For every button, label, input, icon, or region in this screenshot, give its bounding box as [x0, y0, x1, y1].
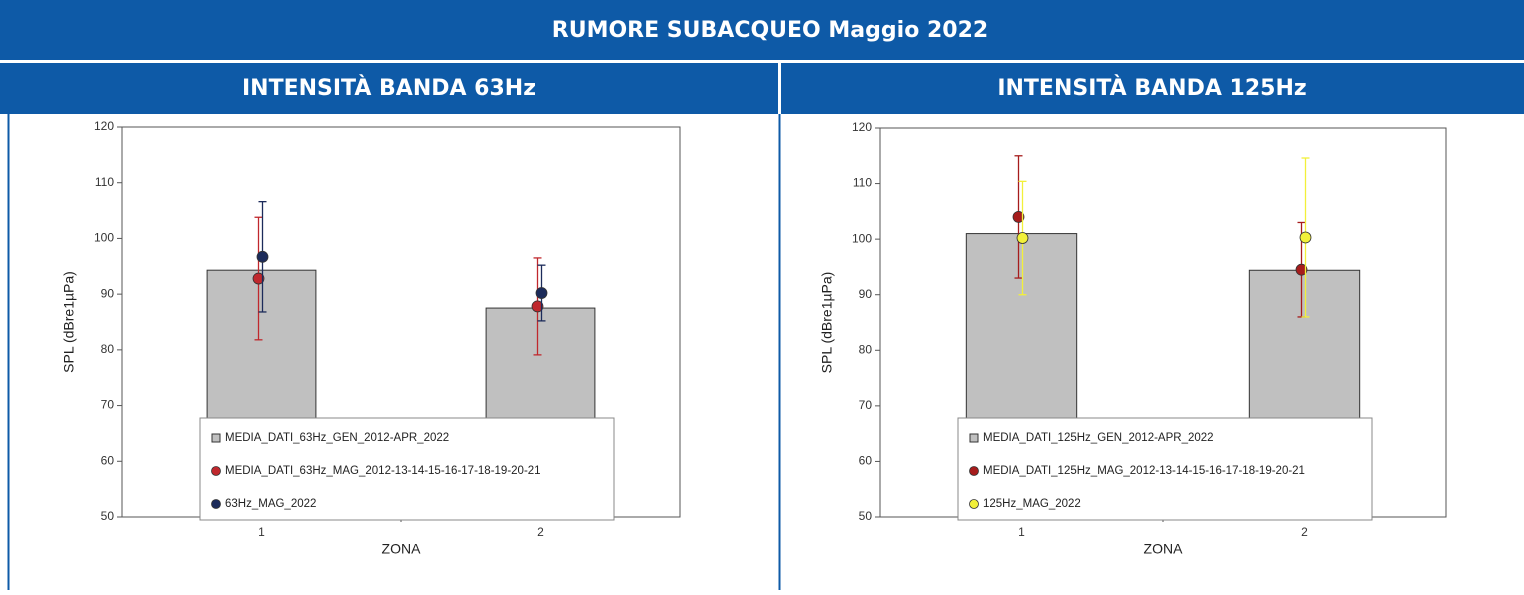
y-tick-label: 100 [852, 231, 872, 245]
y-tick-label: 100 [94, 231, 114, 245]
panel-header [0, 63, 778, 114]
point [535, 287, 548, 299]
y-tick-label: 60 [101, 453, 115, 467]
y-tick-label: 50 [101, 509, 115, 523]
legend-swatch [969, 466, 979, 476]
y-tick-label: 90 [859, 287, 873, 301]
point [256, 250, 269, 263]
y-tick-label: 110 [853, 176, 872, 190]
page-title: RUMORE SUBACQUEO Maggio 2022 [552, 18, 988, 43]
y-tick-label: 120 [94, 119, 114, 133]
legend-label: MEDIA_DATI_63Hz_MAG_2012-13-14-15-16-17-… [225, 465, 541, 477]
y-tick-label: 110 [95, 175, 114, 189]
chart-title: INTENSITÀ BANDA 63Hz [242, 75, 536, 101]
legend-label: 63Hz_MAG_2022 [225, 498, 316, 510]
y-tick-label: 90 [101, 286, 115, 300]
legend-swatch [211, 499, 221, 509]
legend-swatch [969, 433, 979, 443]
y-axis-label: SPL (dBre1µPa) [819, 272, 835, 374]
y-axis-label: SPL (dBre1µPa) [61, 271, 77, 373]
point [1295, 263, 1308, 276]
legend-swatch [969, 499, 979, 509]
y-tick-label: 60 [859, 454, 873, 468]
title-bar [0, 0, 1524, 60]
y-tick-label: 80 [101, 342, 115, 356]
point [531, 300, 544, 313]
point [1299, 231, 1312, 244]
x-axis-label: ZONA [1144, 541, 1184, 557]
y-tick-label: 50 [859, 509, 873, 523]
legend [199, 417, 615, 521]
legend-label: 125Hz_MAG_2022 [983, 498, 1081, 510]
x-tick-label: 1 [258, 525, 265, 539]
legend-swatch [211, 466, 221, 476]
y-tick-label: 70 [101, 398, 115, 412]
x-tick-label: 1 [1018, 525, 1025, 539]
chart-title: INTENSITÀ BANDA 125Hz [997, 75, 1306, 101]
legend-label: MEDIA_DATI_125Hz_MAG_2012-13-14-15-16-17… [983, 465, 1305, 477]
x-axis-label: ZONA [382, 541, 422, 557]
point [1012, 211, 1025, 223]
legend [957, 417, 1373, 521]
panel-header [781, 63, 1524, 114]
x-tick-label: 2 [537, 525, 544, 539]
point [252, 272, 265, 285]
x-tick-label: 2 [1301, 525, 1308, 539]
y-tick-label: 80 [859, 342, 873, 356]
legend-label: MEDIA_DATI_63Hz_GEN_2012-APR_2022 [225, 432, 449, 444]
legend-label: MEDIA_DATI_125Hz_GEN_2012-APR_2022 [983, 432, 1214, 444]
y-tick-label: 70 [859, 398, 873, 412]
legend-swatch [211, 433, 221, 443]
point [1016, 232, 1029, 244]
y-tick-label: 120 [852, 120, 872, 134]
